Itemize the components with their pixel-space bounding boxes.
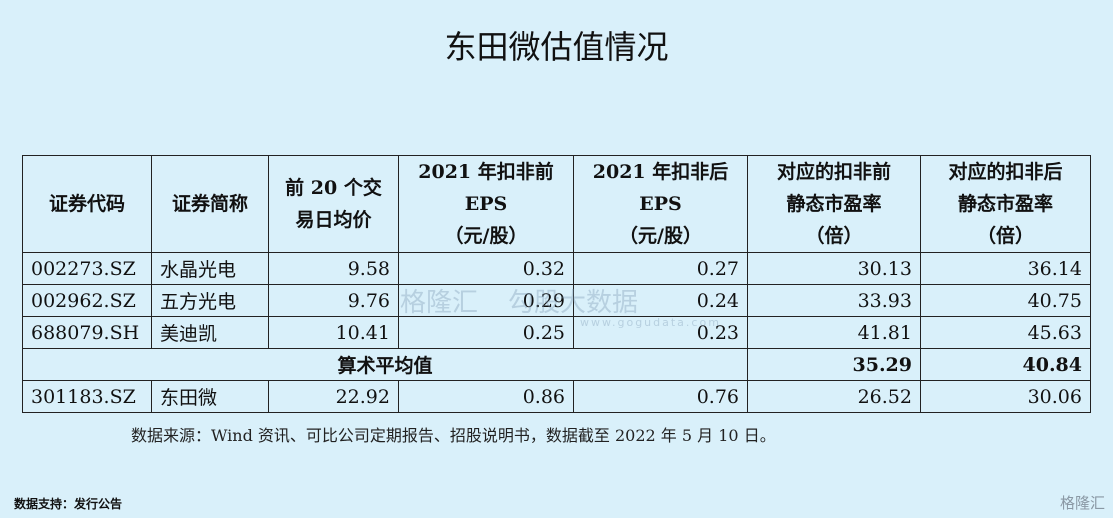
cell: 0.25 — [398, 316, 574, 349]
cell: 0.24 — [573, 284, 748, 317]
data-row: 002273.SZ 水晶光电 9.58 0.32 0.27 30.13 36.14 — [22, 252, 1091, 285]
data-row: 688079.SH 美迪凯 10.41 0.25 0.23 41.81 45.63 — [22, 316, 1091, 349]
header-line: 对应的扣非前 — [776, 161, 891, 183]
header-cell: 2021 年扣非后 EPS （元/股） — [573, 155, 748, 253]
header-line: （倍） — [805, 225, 863, 247]
average-value: 40.84 — [920, 348, 1091, 381]
average-row: 算术平均值 35.29 40.84 — [22, 348, 1091, 381]
cell: 33.93 — [747, 284, 921, 317]
data-row: 002962.SZ 五方光电 9.76 0.29 0.24 33.93 40.75 — [22, 284, 1091, 317]
cell: 五方光电 — [151, 284, 269, 317]
cell: 30.06 — [920, 380, 1091, 413]
table-head: 证券代码 证券简称前 20 个交 易日均价 2021 年扣非前 EPS （元/股） 2021… — [22, 155, 1091, 253]
header-cell: 对应的扣非前 静态市盈率 （倍） — [747, 155, 921, 253]
cell: 688079.SH — [22, 316, 152, 349]
header-cell: 2021 年扣非前 EPS （元/股） — [398, 155, 574, 253]
cell: 0.76 — [573, 380, 748, 413]
header-line: 2021 年扣非后 — [592, 161, 729, 183]
title: 东田微估值情况 — [444, 28, 669, 66]
cell: 002273.SZ — [22, 252, 152, 285]
cell: 水晶光电 — [151, 252, 269, 285]
header-line: 易日均价 — [295, 209, 372, 231]
cell: 9.58 — [268, 252, 399, 285]
header-line: （倍） — [976, 225, 1034, 247]
cell: 40.75 — [920, 284, 1091, 317]
header-cell: 对应的扣非后 静态市盈率 （倍） — [920, 155, 1091, 253]
header-line: 证券代码 — [48, 193, 125, 215]
cell: 0.23 — [573, 316, 748, 349]
footer: 数据支持：发行公告 — [14, 497, 123, 511]
header-cell: 证券代码 — [22, 155, 152, 253]
target-row: 301183.SZ 东田微 22.92 0.86 0.76 26.52 30.06 — [22, 380, 1091, 413]
logo: 格隆汇 — [1059, 494, 1105, 512]
cell: 0.86 — [398, 380, 574, 413]
cell: 41.81 — [747, 316, 921, 349]
header-line: （元/股） — [619, 225, 702, 247]
source-note: 数据来源：Wind 资讯、可比公司定期报告、招股说明书，数据截至 2022 年 … — [131, 426, 776, 445]
average-value: 35.29 — [747, 348, 921, 381]
cell: 22.92 — [268, 380, 399, 413]
cell: 9.76 — [268, 284, 399, 317]
header-row: 证券代码 证券简称前 20 个交 易日均价 2021 年扣非前 EPS （元/股） 2021… — [22, 155, 1091, 253]
header-cell: 证券简称 — [151, 155, 269, 253]
cell: 东田微 — [151, 380, 269, 413]
cell: 26.52 — [747, 380, 921, 413]
header-line: 静态市盈率 — [957, 193, 1053, 215]
cell: 301183.SZ — [22, 380, 152, 413]
header-line: 前 20 个交 — [285, 177, 382, 199]
cell: 002962.SZ — [22, 284, 152, 317]
cell: 0.27 — [573, 252, 748, 285]
header-line: EPS — [639, 193, 682, 215]
cell: 0.29 — [398, 284, 574, 317]
header-line: 2021 年扣非前 — [418, 161, 554, 183]
header-line: EPS — [464, 193, 508, 215]
header-line: （元/股） — [444, 225, 528, 247]
cell: 45.63 — [920, 316, 1091, 349]
valuation-table: 证券代码 证券简称前 20 个交 易日均价 2021 年扣非前 EPS （元/股） 2021… — [22, 155, 1091, 413]
header-line: 证券简称 — [171, 193, 248, 215]
header-cell: 前 20 个交 易日均价 — [268, 155, 399, 253]
cell: 36.14 — [920, 252, 1091, 285]
table-body: 002273.SZ 水晶光电 9.58 0.32 0.27 30.13 36.14 00296… — [22, 252, 1091, 413]
cell: 美迪凯 — [151, 316, 269, 349]
header-line: 对应的扣非后 — [948, 161, 1063, 183]
average-label: 算术平均值 — [22, 348, 748, 381]
cell: 10.41 — [268, 316, 399, 349]
cell: 30.13 — [747, 252, 921, 285]
header-line: 静态市盈率 — [786, 193, 882, 215]
cell: 0.32 — [398, 252, 574, 285]
